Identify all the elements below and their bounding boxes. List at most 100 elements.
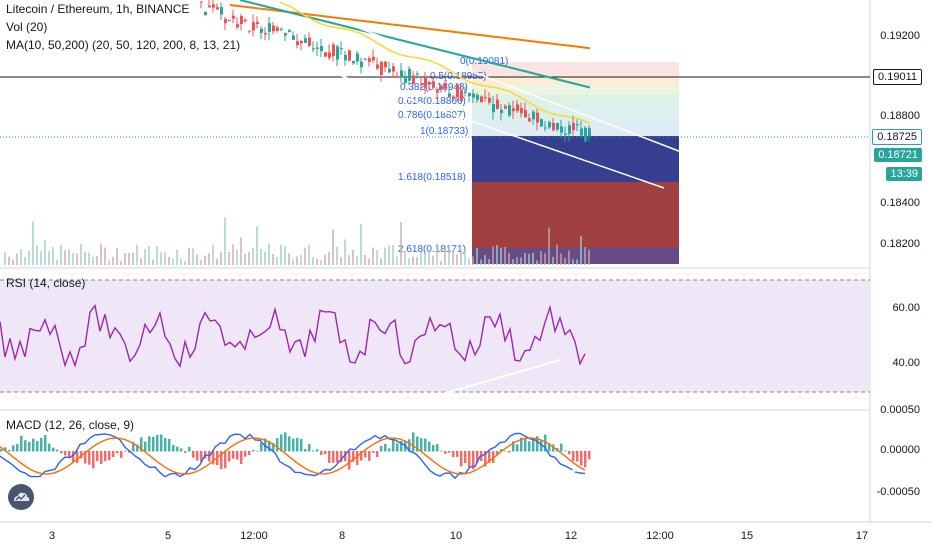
candle-body [228, 19, 231, 21]
macd-histogram-bar [384, 443, 387, 452]
macd-histogram-bar [124, 450, 127, 452]
volume-bar [136, 244, 138, 265]
macd-histogram-bar [380, 445, 383, 452]
rsi-tick: 40.00 [892, 357, 920, 369]
candle-body [456, 84, 459, 98]
volume-bar [232, 244, 234, 265]
volume-bar [208, 253, 210, 265]
fib-zone [472, 108, 679, 122]
candle-body [404, 78, 407, 83]
fib-zone [472, 122, 679, 136]
candle-body [544, 127, 547, 129]
volume-bar [360, 223, 362, 265]
rsi-divergence-line [441, 359, 561, 395]
volume-bar [48, 251, 50, 265]
candle-body [260, 28, 263, 33]
macd-histogram-bar [104, 451, 107, 462]
macd-histogram-bar [432, 444, 435, 452]
volume-bar [60, 245, 62, 265]
macd-histogram-bar [476, 451, 479, 464]
time-label: 15 [740, 530, 754, 542]
volume-bar [300, 255, 302, 265]
candle-body [352, 60, 355, 64]
candle-body [548, 122, 551, 128]
macd-histogram-bar [308, 444, 311, 452]
macd-histogram-bar [36, 440, 39, 452]
fib-level-label: 0.786(0.18807) [398, 110, 466, 121]
candle-body [364, 58, 367, 60]
signal-line [0, 437, 586, 475]
macd-histogram-bar [180, 448, 183, 452]
volume-bar [200, 259, 202, 265]
price-line-label[interactable]: 0.19011 [873, 69, 922, 85]
macd-histogram-bar [88, 451, 91, 465]
candle-body [496, 99, 499, 110]
volume-bar [152, 259, 154, 265]
macd-histogram-bar [500, 449, 503, 452]
macd-histogram-bar [336, 451, 339, 463]
macd-histogram-bar [448, 451, 451, 453]
macd-histogram-bar [492, 451, 495, 463]
macd-histogram-bar [508, 451, 511, 453]
fib-zone [472, 136, 679, 182]
candle-body [560, 126, 563, 133]
fib-level-label: 2.618(0.18171) [398, 244, 466, 255]
volume-bar [116, 247, 118, 265]
symbol-title: Litecoin / Ethereum, 1h, BINANCE [6, 2, 190, 16]
macd-histogram-bar [188, 446, 191, 452]
candle-body [556, 123, 559, 130]
macd-histogram-bar [288, 436, 291, 452]
macd-histogram-bar [196, 451, 199, 461]
macd-histogram-bar [332, 451, 335, 463]
macd-histogram-bar [224, 451, 227, 469]
candle-body [416, 73, 419, 75]
candle-body [248, 30, 251, 32]
macd-histogram-bar [248, 451, 251, 456]
volume-bar [504, 246, 506, 265]
tradingview-cloud-icon[interactable] [8, 484, 34, 510]
candle-body [408, 69, 411, 81]
volume-bar [400, 222, 402, 265]
candle-body [432, 81, 435, 88]
macd-tick: 0.00000 [880, 444, 920, 456]
candle-body [436, 90, 439, 93]
macd-histogram-bar [164, 438, 167, 452]
candle-body [216, 7, 219, 10]
volume-bar [280, 244, 282, 265]
candle-body [528, 118, 531, 122]
volume-bar [468, 258, 470, 265]
macd-histogram-bar [8, 449, 11, 452]
candle-body [452, 96, 455, 99]
macd-histogram-bar [48, 443, 51, 452]
macd-histogram-bar [488, 451, 491, 463]
macd-histogram-bar [568, 451, 571, 455]
time-label: 17 [855, 530, 869, 542]
macd-histogram-bar [112, 451, 115, 458]
volume-bar [4, 252, 6, 265]
volume-bar [588, 249, 590, 265]
candle-body [552, 122, 555, 131]
candle-body [412, 75, 415, 84]
macd-histogram-bar [232, 451, 235, 459]
macd-histogram-bar [512, 441, 515, 452]
macd-histogram-bar [12, 445, 15, 452]
volume-bar [220, 252, 222, 265]
volume-bar [228, 252, 230, 265]
candle-body [480, 96, 483, 103]
candle-body [372, 56, 375, 61]
fib-zone [472, 85, 679, 95]
volume-bar [536, 260, 538, 265]
volume-bar [32, 221, 34, 265]
volume-bar [372, 247, 374, 265]
time-label: 12:00 [240, 530, 268, 542]
volume-bar [464, 248, 466, 265]
rsi-line [0, 303, 586, 368]
volume-bar [368, 258, 370, 265]
volume-bar [336, 246, 338, 265]
macd-histogram-bar [200, 451, 203, 463]
volume-bar [540, 251, 542, 265]
macd-divergence-line [454, 469, 579, 497]
volume-bar [104, 247, 106, 265]
fib-level-label: 1(0.18733) [420, 126, 468, 137]
